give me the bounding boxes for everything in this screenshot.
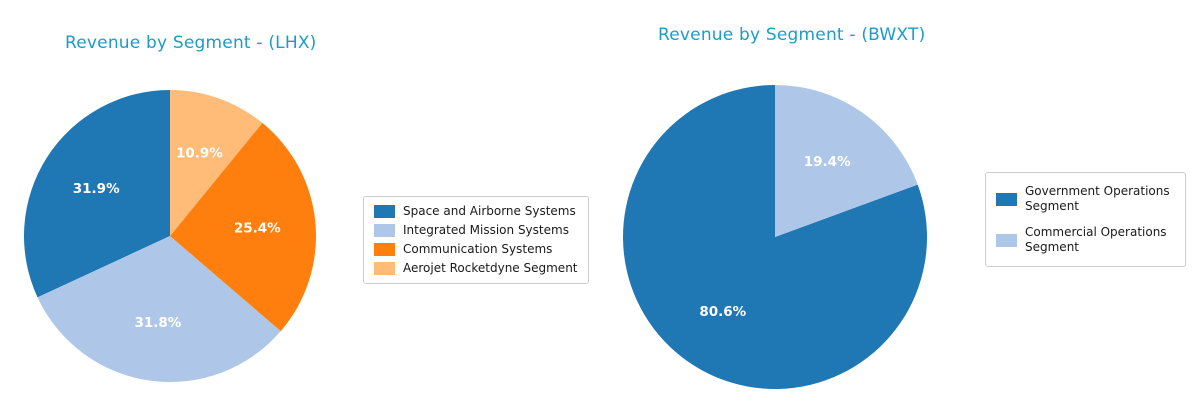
legend-label: Aerojet Rocketdyne Segment — [403, 261, 578, 275]
pie-slice-space-and-airborne-systems — [24, 90, 170, 298]
legend-swatch-icon — [374, 205, 395, 218]
legend-bwxt: Government Operations Segment Commercial … — [985, 172, 1186, 267]
legend-lhx: Space and Airborne Systems Integrated Mis… — [363, 196, 589, 284]
legend-label: Government Operations Segment — [1025, 184, 1170, 213]
legend-item-government-operations-segment: Government Operations Segment — [996, 184, 1175, 214]
legend-label: Communication Systems — [403, 242, 553, 256]
legend-item-commercial-operations-segment: Commercial Operations Segment — [996, 225, 1175, 255]
pie-pct-label-integrated-mission-systems: 31.8% — [134, 315, 181, 331]
pie-chart-lhx: 31.9% 31.8% 25.4% 10.9% — [24, 90, 316, 382]
legend-swatch-icon — [996, 233, 1017, 247]
legend-item-space-and-airborne-systems: Space and Airborne Systems — [374, 204, 578, 219]
legend-label: Space and Airborne Systems — [403, 204, 576, 218]
legend-label: Commercial Operations Segment — [1025, 225, 1167, 254]
pie-slice-integrated-mission-systems — [37, 236, 281, 382]
legend-swatch-icon — [374, 262, 395, 275]
legend-swatch-icon — [996, 192, 1017, 206]
legend-item-aerojet-rocketdyne-segment: Aerojet Rocketdyne Segment — [374, 261, 578, 276]
pie-chart-bwxt: 80.6% 19.4% — [623, 85, 927, 389]
chart-title-bwxt: Revenue by Segment - (BWXT) — [658, 25, 926, 45]
pie-pct-label-commercial-operations-segment: 19.4% — [804, 154, 851, 170]
legend-label: Integrated Mission Systems — [403, 223, 569, 237]
pie-slice-commercial-operations-segment — [775, 85, 918, 237]
legend-swatch-icon — [374, 224, 395, 237]
legend-swatch-icon — [374, 243, 395, 256]
pie-slice-aerojet-rocketdyne-segment — [170, 90, 263, 236]
pie-slice-communication-systems — [170, 122, 316, 332]
legend-item-communication-systems: Communication Systems — [374, 242, 578, 257]
pie-pct-label-government-operations-segment: 80.6% — [699, 304, 746, 320]
pie-slice-government-operations-segment — [623, 85, 927, 389]
pie-pct-label-aerojet-rocketdyne-segment: 10.9% — [176, 146, 223, 162]
legend-item-integrated-mission-systems: Integrated Mission Systems — [374, 223, 578, 238]
pie-pct-label-space-and-airborne-systems: 31.9% — [73, 181, 120, 197]
pie-pct-label-communication-systems: 25.4% — [234, 220, 281, 236]
chart-title-lhx: Revenue by Segment - (LHX) — [65, 33, 317, 53]
